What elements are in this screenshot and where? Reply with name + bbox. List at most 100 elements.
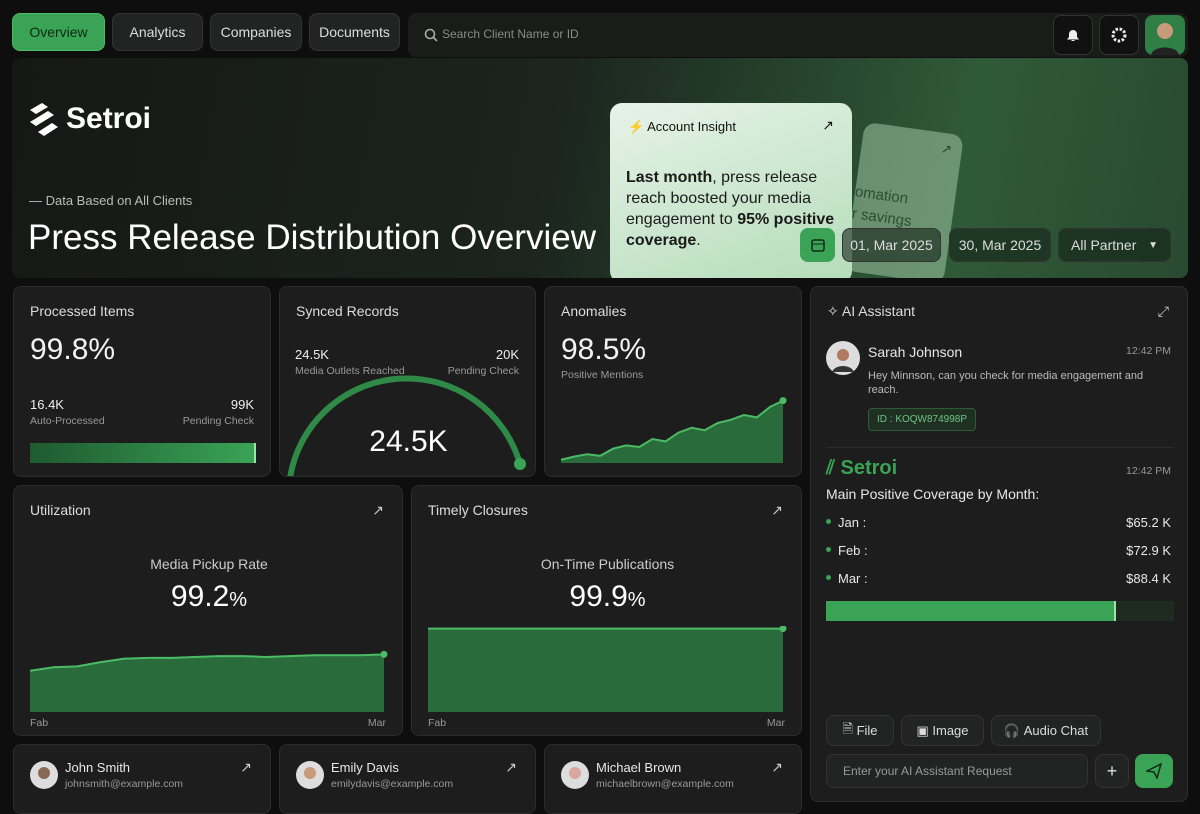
id-chip[interactable]: ID : KOQW874998P [868, 408, 977, 431]
assistant-input[interactable]: Enter your AI Assistant Request [826, 754, 1088, 788]
item-dot [826, 519, 831, 524]
expand[interactable]: ⤢ [1157, 303, 1169, 319]
item-value: $88.4 K [1126, 571, 1171, 586]
insight-em: 95% positive coverage [626, 211, 835, 249]
send-button[interactable] [1135, 754, 1173, 788]
send-icon [1146, 763, 1162, 779]
unit: % [627, 589, 646, 611]
divider [826, 447, 1174, 448]
metric-value: 16.4K [30, 397, 64, 412]
person-name: Michael Brown [596, 760, 682, 775]
tab[interactable]: Analytics [112, 13, 203, 51]
bell[interactable] [1053, 15, 1093, 55]
metric-label: Pending Check [447, 365, 519, 377]
item-dot [826, 575, 831, 580]
tab[interactable]: Documents [309, 13, 400, 51]
chart-value: 99.2% [14, 580, 404, 614]
dropdown-caret: ▼ [1148, 239, 1158, 251]
button-label: Image [932, 723, 969, 738]
attach-button[interactable]: 🎧 Audio Chat [991, 715, 1101, 746]
reply-brand: ⫽ Setroi [826, 457, 898, 479]
area-chart [561, 397, 787, 463]
button-label: File [856, 723, 878, 738]
back-card-text: omation [853, 183, 910, 208]
processed-card: Processed Items 99.8% 16.4K Auto-Process… [13, 286, 271, 477]
card-title: Timely Closures [428, 502, 528, 518]
person-avatar [30, 761, 58, 789]
open-arrow[interactable]: ↗ [372, 502, 384, 518]
sender-name: Sarah Johnson [868, 344, 963, 360]
end-dot [779, 626, 787, 633]
add-button[interactable]: + [1095, 754, 1129, 788]
tab[interactable]: Overview [12, 13, 105, 51]
avatar-face [304, 767, 316, 779]
item-label: Jan : [838, 515, 867, 530]
card-title: Anomalies [561, 303, 627, 319]
message-text: Hey Minnson, can you check for media eng… [868, 370, 1144, 396]
utilization-card: Utilization ↗ Media Pickup Rate 99.2% Fab… [13, 485, 403, 736]
attach-button[interactable]: 🗎 File [826, 715, 894, 746]
chart-label: On-Time Publications [540, 556, 675, 572]
x-label: Mar [766, 717, 785, 729]
end-dot [380, 650, 388, 658]
item-value: $72.9 K [1126, 543, 1171, 558]
item-label: Feb : [838, 543, 868, 558]
attach-button[interactable]: ▣ Image [901, 715, 984, 746]
calendar-button[interactable] [800, 228, 835, 262]
insight-card: ⚡ Account Insight ↗ Last month, press re… [610, 103, 852, 278]
hero: Setroi — Data Based on All Clients Press… [12, 58, 1188, 278]
chart-label: Media Pickup Rate [150, 556, 268, 572]
end-dot [779, 397, 787, 405]
start-date[interactable]: 01, Mar 2025 [842, 228, 941, 262]
settings[interactable] [1099, 15, 1139, 55]
metric-label: Pending Check [182, 415, 254, 427]
sender-avatar [826, 341, 860, 375]
search-icon [424, 28, 438, 42]
x-label: Mar [367, 717, 386, 729]
hero-title: Press Release Distribution Overview [28, 218, 596, 257]
item-label: Mar : [838, 571, 868, 586]
synced-card: Synced Records 24.5K Media Outlets Reach… [279, 286, 536, 477]
person-card: Michael Brown michaelbrown@example.com ↗ [544, 744, 802, 814]
back-card-arrow: ↗ [940, 140, 953, 158]
open-arrow: ↗ [505, 759, 517, 775]
line [561, 399, 784, 461]
open-arrow[interactable]: ↗ [771, 502, 783, 518]
partner-select[interactable]: All Partner ▼ [1058, 228, 1171, 262]
bell-icon [1067, 30, 1079, 41]
tab[interactable]: Companies [210, 13, 302, 51]
chart-value: 99.9% [412, 580, 803, 614]
item-dot [826, 547, 831, 552]
big-value: 99.8% [30, 333, 116, 366]
metric-value: 99K [230, 397, 254, 412]
metric-value: 24.5K [295, 347, 329, 362]
gear-icon [1111, 27, 1127, 43]
partner-label: All Partner [1071, 237, 1137, 253]
value: 99.2 [170, 580, 230, 613]
x-label: Fab [30, 717, 49, 729]
anomalies-card: Anomalies 98.5% Positive Mentions [544, 286, 802, 477]
person-avatar [561, 761, 589, 789]
person-name: Emily Davis [331, 760, 399, 775]
big-value: 98.5% [561, 333, 647, 366]
insight-heading: ⚡ Account Insight [628, 119, 736, 134]
card-title: Utilization [30, 502, 91, 518]
progress-bar [30, 443, 256, 463]
brand: Setroi [66, 102, 152, 135]
metric-value: 20K [495, 347, 519, 362]
card-title: Synced Records [296, 303, 399, 319]
open-arrow: ↗ [771, 759, 783, 775]
metric-label: Auto-Processed [30, 415, 105, 427]
line [30, 653, 385, 672]
end-date[interactable]: 30, Mar 2025 [949, 228, 1051, 262]
card-title: Processed Items [30, 303, 135, 319]
x-label: Fab [428, 717, 447, 729]
calendar-icon [810, 239, 825, 252]
assistant-title: AI Assistant [841, 303, 916, 319]
area [428, 628, 783, 712]
area-chart [30, 650, 388, 712]
gauge-value: 24.5K [369, 425, 448, 458]
avatar[interactable] [1145, 15, 1185, 55]
avatar-face [569, 767, 581, 779]
person-email: emilydavis@example.com [331, 778, 454, 790]
